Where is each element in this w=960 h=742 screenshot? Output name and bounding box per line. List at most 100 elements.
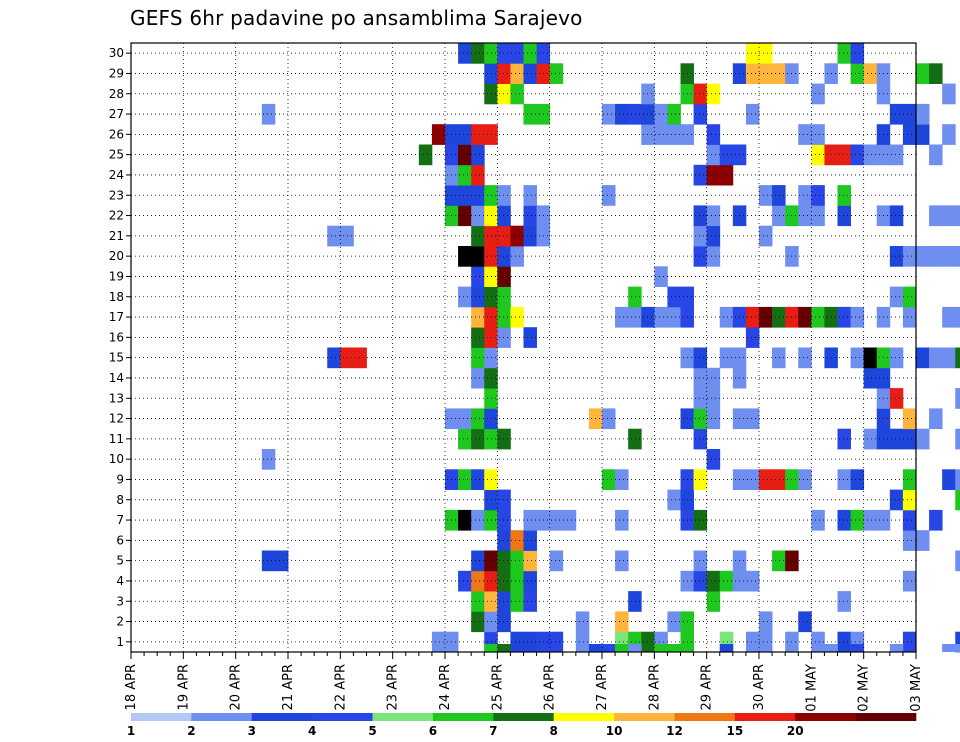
- precip-cell: [549, 550, 564, 572]
- colorbar-label: 7: [489, 724, 497, 738]
- colorbar-label: 4: [308, 724, 316, 738]
- precip-cell: [261, 550, 276, 572]
- precip-cell: [497, 286, 511, 308]
- colorbar-swatch: [372, 713, 434, 721]
- precip-cell: [902, 570, 917, 592]
- precip-cell: [497, 591, 511, 612]
- precip-cell: [772, 306, 786, 328]
- precip-cell: [484, 611, 498, 633]
- precip-cell: [628, 306, 642, 328]
- y-tick-label: 23: [109, 188, 124, 202]
- precip-cell: [850, 43, 865, 64]
- precip-cell: [549, 509, 564, 531]
- precip-cell: [902, 469, 917, 490]
- precip-cell: [706, 225, 721, 247]
- y-tick-label: 18: [109, 290, 124, 304]
- precip-cell: [706, 408, 721, 430]
- y-tick-label: 2: [116, 615, 124, 629]
- precip-cell: [484, 388, 498, 409]
- precip-cell: [798, 611, 812, 633]
- precip-cell: [889, 103, 904, 125]
- precip-cell: [693, 570, 708, 592]
- precip-cell: [759, 611, 773, 633]
- precip-cell: [497, 428, 511, 450]
- precip-cell: [654, 644, 668, 652]
- precip-cell: [484, 266, 498, 287]
- precip-cell: [523, 205, 537, 227]
- colorbar-swatch: [251, 713, 313, 721]
- precip-cell: [484, 246, 498, 267]
- precip-cell: [706, 205, 721, 227]
- precip-cell: [484, 489, 498, 511]
- precip-cell: [850, 63, 865, 84]
- colorbar-label: 1: [127, 724, 135, 738]
- precip-cell: [929, 408, 943, 430]
- precip-cell: [837, 205, 851, 227]
- precip-cell: [902, 428, 917, 450]
- precip-cell: [837, 306, 851, 328]
- precip-cell: [745, 306, 760, 328]
- precip-cell: [798, 306, 812, 328]
- precip-cell: [850, 144, 865, 166]
- colorbar-swatch: [795, 713, 856, 721]
- y-tick-label: 3: [116, 594, 124, 608]
- x-tick-label: 01 MAY: [804, 664, 819, 712]
- precip-cell: [837, 43, 851, 64]
- precip-cell: [902, 246, 917, 267]
- precip-cell: [510, 550, 524, 572]
- precip-cell: [458, 144, 472, 166]
- precip-cell: [471, 469, 485, 490]
- precip-cell: [602, 408, 616, 430]
- x-tick-label: 25 APR: [490, 664, 505, 710]
- precip-cell: [929, 347, 943, 369]
- y-tick-label: 27: [109, 107, 124, 121]
- precip-cell: [772, 469, 786, 490]
- precip-cell: [863, 144, 878, 166]
- precip-cell: [484, 63, 498, 84]
- colorbar-label: 6: [429, 724, 437, 738]
- y-tick-label: 24: [109, 168, 124, 182]
- precip-cell: [889, 144, 904, 166]
- precip-cell: [484, 185, 498, 206]
- y-tick-label: 16: [109, 330, 124, 344]
- precip-cell: [955, 347, 960, 369]
- precip-cell: [889, 644, 904, 652]
- precip-cell: [497, 63, 511, 84]
- colorbar-swatch: [191, 713, 253, 721]
- precip-cell: [471, 225, 485, 247]
- x-tick-label: 24 APR: [438, 664, 453, 710]
- precip-cell: [706, 570, 721, 592]
- precip-cell: [523, 185, 537, 206]
- precip-cell: [327, 225, 341, 247]
- y-tick-label: 20: [109, 249, 124, 263]
- precip-cell: [902, 124, 917, 145]
- x-tick-label: 26 APR: [543, 664, 558, 710]
- y-tick-label: 21: [109, 229, 124, 243]
- precip-cell: [693, 408, 708, 430]
- x-tick-label: 19 APR: [176, 664, 191, 710]
- precip-cell: [562, 509, 577, 531]
- precip-cell: [484, 286, 498, 308]
- precip-cell: [942, 347, 956, 369]
- precip-cell: [759, 225, 773, 247]
- x-tick-label: 22 APR: [333, 664, 348, 710]
- precip-cell: [916, 246, 930, 267]
- precip-cell: [772, 205, 786, 227]
- precip-cell: [458, 124, 472, 145]
- precip-cell: [484, 509, 498, 531]
- precip-cell: [889, 489, 904, 511]
- precip-cell: [510, 43, 524, 64]
- precip-cell: [745, 327, 760, 348]
- precip-cell: [929, 246, 943, 267]
- precip-cell: [693, 550, 708, 572]
- precip-cell: [615, 469, 629, 490]
- precip-cell: [798, 124, 812, 145]
- colorbar-label: 8: [550, 724, 558, 738]
- precip-cell: [497, 570, 511, 592]
- precip-cell: [497, 205, 511, 227]
- precip-cell: [706, 246, 721, 267]
- colorbar: 1 2 3 4 5 6 7 8 10 12 15 20: [127, 713, 917, 738]
- y-tick-label: 5: [116, 554, 124, 568]
- x-tick-label: 02 MAY: [857, 664, 872, 712]
